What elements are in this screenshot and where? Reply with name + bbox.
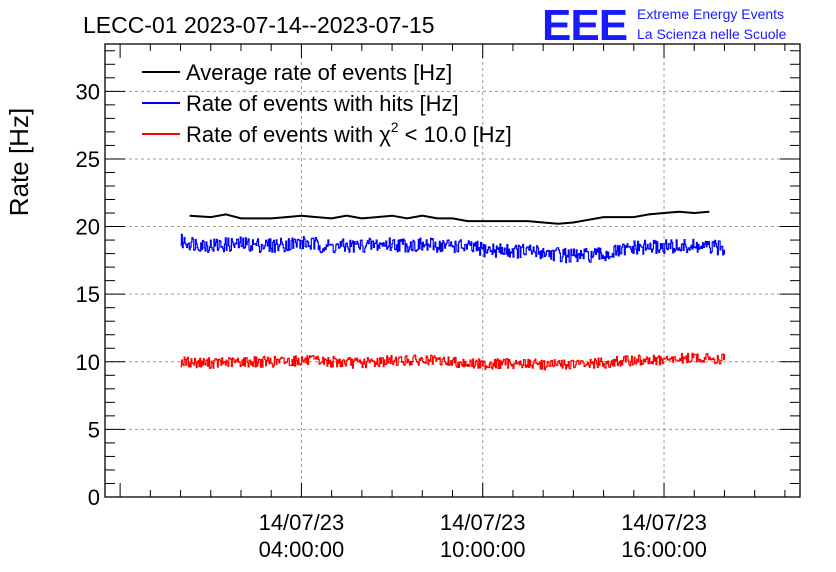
chart-title: LECC-01 2023-07-14--2023-07-15 bbox=[83, 12, 435, 38]
series-line-2 bbox=[180, 233, 726, 264]
x-tick-time: 04:00:00 bbox=[259, 537, 345, 562]
eee-logo-mark: EEE bbox=[542, 1, 627, 50]
legend-entry-3: Rate of events with χ2 < 10.0 [Hz] bbox=[186, 119, 512, 147]
x-tick-date: 14/07/23 bbox=[259, 510, 345, 535]
x-tick-date: 14/07/23 bbox=[621, 510, 707, 535]
y-tick-label: 25 bbox=[76, 147, 100, 172]
y-tick-label: 0 bbox=[88, 485, 100, 510]
y-tick-label: 15 bbox=[76, 282, 100, 307]
legend-entry-1: Average rate of events [Hz] bbox=[186, 60, 452, 85]
y-tick-label: 10 bbox=[76, 350, 100, 375]
eee-logo-line1: Extreme Energy Events bbox=[637, 6, 784, 22]
series-line-1 bbox=[189, 210, 710, 225]
eee-logo: EEE Extreme Energy Events La Scienza nel… bbox=[542, 1, 787, 50]
legend-entry-2: Rate of events with hits [Hz] bbox=[186, 91, 459, 116]
legend: Average rate of events [Hz] Rate of event… bbox=[142, 60, 512, 147]
y-tick-label: 5 bbox=[88, 417, 100, 442]
x-tick-date: 14/07/23 bbox=[440, 510, 526, 535]
x-tick-time: 10:00:00 bbox=[440, 537, 526, 562]
axes: 05101520253014/07/2304:00:0014/07/2310:0… bbox=[76, 43, 801, 562]
series-line-3 bbox=[180, 352, 726, 371]
eee-logo-line2: La Scienza nelle Scuole bbox=[637, 26, 787, 42]
y-tick-label: 20 bbox=[76, 215, 100, 240]
x-tick-time: 16:00:00 bbox=[621, 537, 707, 562]
y-tick-label: 30 bbox=[76, 79, 100, 104]
series-layer bbox=[180, 210, 726, 371]
y-axis-label: Rate [Hz] bbox=[4, 108, 34, 216]
